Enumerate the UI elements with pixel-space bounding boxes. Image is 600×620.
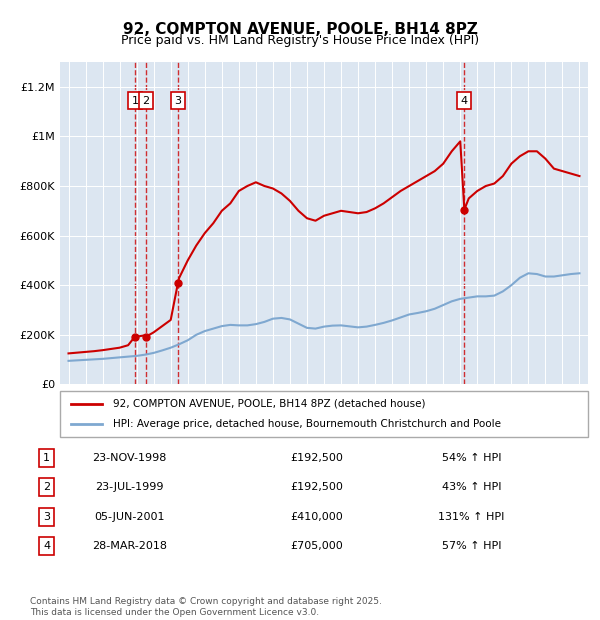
Text: 05-JUN-2001: 05-JUN-2001 (94, 512, 164, 521)
Text: 54% ↑ HPI: 54% ↑ HPI (442, 453, 502, 463)
Text: HPI: Average price, detached house, Bournemouth Christchurch and Poole: HPI: Average price, detached house, Bour… (113, 419, 501, 429)
Text: 3: 3 (43, 512, 50, 521)
Text: 1: 1 (131, 95, 139, 105)
Text: £705,000: £705,000 (290, 541, 343, 551)
Text: 43% ↑ HPI: 43% ↑ HPI (442, 482, 502, 492)
Text: 2: 2 (43, 482, 50, 492)
FancyBboxPatch shape (60, 391, 588, 437)
Text: 4: 4 (461, 95, 468, 105)
Text: 57% ↑ HPI: 57% ↑ HPI (442, 541, 502, 551)
Text: £192,500: £192,500 (290, 453, 343, 463)
Text: 4: 4 (43, 541, 50, 551)
Text: 23-JUL-1999: 23-JUL-1999 (95, 482, 164, 492)
Text: 28-MAR-2018: 28-MAR-2018 (92, 541, 167, 551)
Text: Price paid vs. HM Land Registry's House Price Index (HPI): Price paid vs. HM Land Registry's House … (121, 34, 479, 47)
Text: 1: 1 (43, 453, 50, 463)
Text: £192,500: £192,500 (290, 482, 343, 492)
Text: £410,000: £410,000 (290, 512, 343, 521)
Text: Contains HM Land Registry data © Crown copyright and database right 2025.
This d: Contains HM Land Registry data © Crown c… (30, 598, 382, 617)
Text: 131% ↑ HPI: 131% ↑ HPI (439, 512, 505, 521)
Text: 92, COMPTON AVENUE, POOLE, BH14 8PZ: 92, COMPTON AVENUE, POOLE, BH14 8PZ (122, 22, 478, 37)
Text: 92, COMPTON AVENUE, POOLE, BH14 8PZ (detached house): 92, COMPTON AVENUE, POOLE, BH14 8PZ (det… (113, 399, 425, 409)
Text: 2: 2 (143, 95, 149, 105)
Text: 3: 3 (175, 95, 181, 105)
Text: 23-NOV-1998: 23-NOV-1998 (92, 453, 167, 463)
